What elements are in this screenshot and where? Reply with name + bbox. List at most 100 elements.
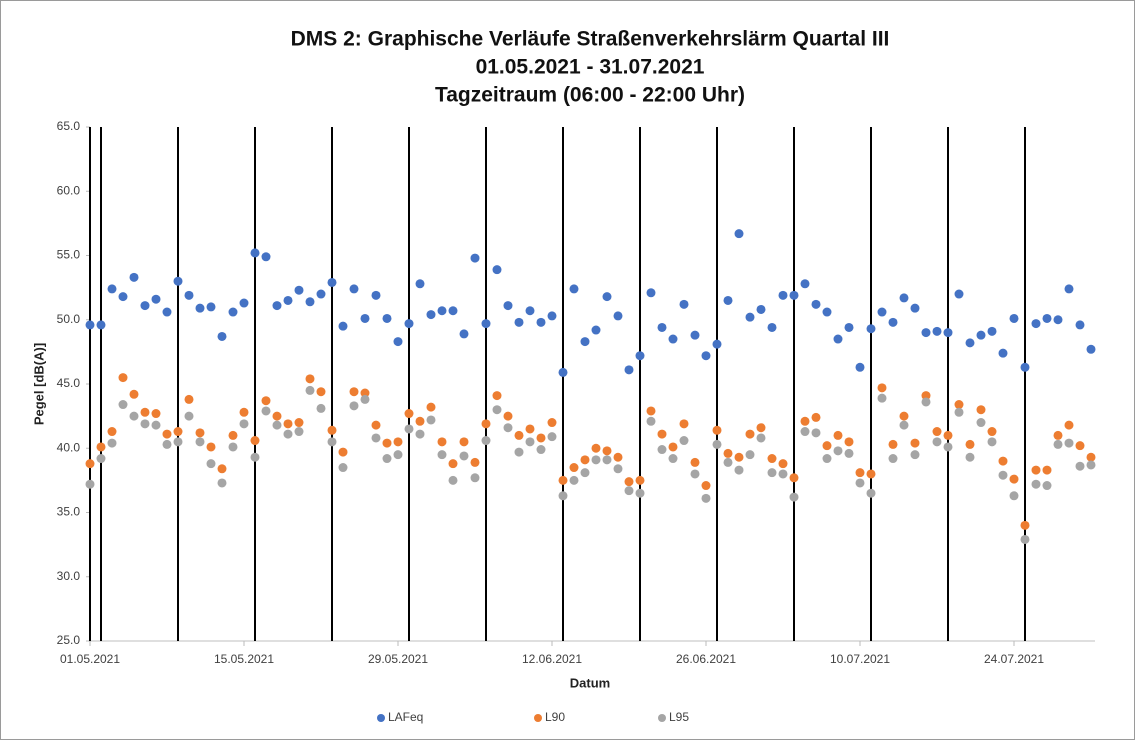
point (690, 469, 700, 479)
point (778, 290, 788, 300)
point (657, 429, 667, 439)
point (371, 290, 381, 300)
point (668, 454, 678, 464)
point (943, 442, 953, 452)
y-tick-label: 45.0 (57, 376, 81, 390)
point (954, 407, 964, 417)
point (415, 429, 425, 439)
point (184, 411, 194, 421)
point (734, 229, 744, 239)
point (635, 475, 645, 485)
point (591, 443, 601, 453)
y-axis-label: Pegel [dB(A)] (31, 343, 46, 425)
point (514, 317, 524, 327)
point (1075, 441, 1085, 451)
point (899, 420, 909, 430)
point (360, 394, 370, 404)
point (327, 425, 337, 435)
x-tick-label: 01.05.2021 (60, 652, 120, 666)
point (404, 319, 414, 329)
point (976, 405, 986, 415)
point (1042, 481, 1052, 491)
point (965, 338, 975, 348)
point (426, 310, 436, 320)
point (327, 277, 337, 287)
point (624, 365, 634, 375)
point (734, 452, 744, 462)
point (294, 285, 304, 295)
point (987, 437, 997, 447)
point (558, 491, 568, 501)
point (866, 469, 876, 479)
point (844, 437, 854, 447)
chart-subtitle: 01.05.2021 - 31.07.2021 (476, 56, 705, 79)
point (745, 450, 755, 460)
point (624, 477, 634, 487)
point (745, 429, 755, 439)
point (877, 393, 887, 403)
point (426, 402, 436, 412)
point (338, 463, 348, 473)
point (789, 492, 799, 502)
point (338, 447, 348, 457)
point (96, 442, 106, 452)
point (283, 295, 293, 305)
y-tick-label: 40.0 (57, 440, 81, 454)
point (525, 306, 535, 316)
point (910, 303, 920, 313)
y-tick-label: 25.0 (57, 633, 81, 647)
chart-subtitle: Tagzeitraum (06:00 - 22:00 Uhr) (435, 84, 745, 107)
point (492, 265, 502, 275)
point (239, 407, 249, 417)
point (866, 324, 876, 334)
point (811, 299, 821, 309)
point (305, 297, 315, 307)
point (151, 420, 161, 430)
point (525, 437, 535, 447)
legend-marker (377, 714, 385, 722)
point (580, 455, 590, 465)
point (437, 437, 447, 447)
y-tick-label: 55.0 (57, 248, 81, 262)
point (844, 322, 854, 332)
point (140, 301, 150, 311)
point (228, 430, 238, 440)
point (151, 294, 161, 304)
point (833, 430, 843, 440)
point (1009, 474, 1019, 484)
point (294, 427, 304, 437)
point (778, 459, 788, 469)
point (382, 438, 392, 448)
point (701, 493, 711, 503)
point (305, 374, 315, 384)
point (294, 418, 304, 428)
point (96, 320, 106, 330)
point (646, 406, 656, 416)
point (558, 475, 568, 485)
point (844, 448, 854, 458)
x-tick-label: 26.06.2021 (676, 652, 736, 666)
point (954, 400, 964, 410)
point (261, 396, 271, 406)
point (591, 455, 601, 465)
point (855, 468, 865, 478)
point (151, 409, 161, 419)
point (140, 407, 150, 417)
point (162, 429, 172, 439)
point (1053, 430, 1063, 440)
point (371, 420, 381, 430)
point (1031, 465, 1041, 475)
point (954, 289, 964, 299)
x-tick-label: 12.06.2021 (522, 652, 582, 666)
point (723, 448, 733, 458)
x-tick-label: 29.05.2021 (368, 652, 428, 666)
point (888, 454, 898, 464)
legend-label: L95 (669, 710, 689, 724)
point (1031, 479, 1041, 489)
point (349, 401, 359, 411)
point (426, 415, 436, 425)
point (481, 436, 491, 446)
point (888, 439, 898, 449)
point (184, 394, 194, 404)
